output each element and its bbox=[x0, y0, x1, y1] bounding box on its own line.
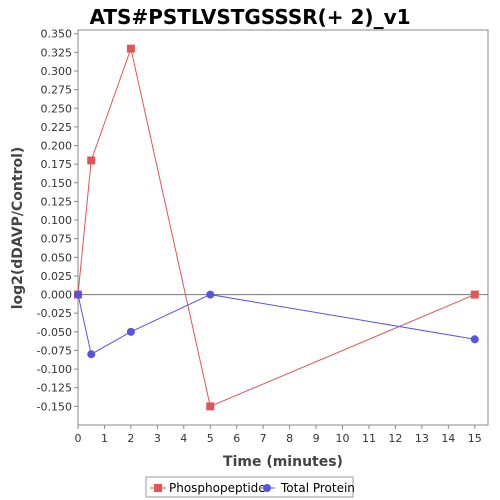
x-tick-label: 11 bbox=[362, 432, 376, 445]
y-tick-label: 0.075 bbox=[41, 233, 73, 246]
y-tick-label: 0.200 bbox=[41, 140, 73, 153]
y-axis: -0.150 -0.125 -0.100 -0.075 -0.050 -0.025 0.00… bbox=[37, 28, 78, 413]
x-tick-label: 13 bbox=[415, 432, 429, 445]
y-tick-label: 0.350 bbox=[41, 28, 73, 41]
x-tick-label: 0 bbox=[75, 432, 82, 445]
data-point-total-protein bbox=[206, 290, 215, 299]
y-tick-label: 0.275 bbox=[41, 84, 73, 97]
x-tick-label: 8 bbox=[286, 432, 293, 445]
y-tick-label: 0.050 bbox=[41, 251, 73, 264]
y-tick-label: 0.325 bbox=[41, 46, 73, 59]
legend-box bbox=[145, 476, 354, 498]
data-point-total-protein bbox=[74, 290, 82, 299]
data-point-total-protein bbox=[470, 335, 479, 344]
data-point-phosphopeptide bbox=[470, 290, 479, 299]
y-tick-label: 0.175 bbox=[41, 158, 73, 171]
y-tick-label: 0.000 bbox=[41, 289, 73, 302]
y-tick-label: 0.300 bbox=[41, 65, 73, 78]
y-tick-label: 0.250 bbox=[41, 102, 73, 115]
x-tick-label: 12 bbox=[388, 432, 402, 445]
x-tick-label: 9 bbox=[313, 432, 320, 445]
y-tick-label: 0.025 bbox=[41, 270, 73, 283]
y-tick-label: -0.150 bbox=[37, 400, 72, 413]
legend-marker-phosphopeptide bbox=[154, 484, 162, 492]
x-tick-label: 14 bbox=[441, 432, 455, 445]
data-point-total-protein bbox=[126, 327, 135, 336]
y-tick-label: -0.025 bbox=[37, 307, 72, 320]
series-markers bbox=[74, 44, 479, 411]
legend: Phosphopeptide Total Protein bbox=[145, 476, 355, 498]
y-tick-label: -0.050 bbox=[37, 326, 72, 339]
x-tick-label: 1 bbox=[101, 432, 108, 445]
x-tick-label: 3 bbox=[154, 432, 161, 445]
x-axis: 0 1 2 3 4 5 6 7 8 9 10 11 12 13 14 15 bbox=[75, 425, 482, 445]
x-tick-label: 5 bbox=[207, 432, 214, 445]
legend-label-total-protein: Total Protein bbox=[280, 481, 355, 495]
y-tick-label: -0.075 bbox=[37, 344, 72, 357]
data-point-phosphopeptide bbox=[206, 402, 215, 411]
data-point-phosphopeptide bbox=[126, 44, 135, 53]
x-tick-label: 4 bbox=[180, 432, 187, 445]
y-tick-label: 0.150 bbox=[41, 177, 73, 190]
chart-title: ATS#PSTLVSTGSSSR(+ 2)_v1 bbox=[89, 5, 410, 29]
plot-area bbox=[77, 29, 489, 426]
legend-label-phosphopeptide: Phosphopeptide bbox=[169, 481, 266, 495]
data-point-phosphopeptide bbox=[87, 156, 96, 165]
x-tick-label: 7 bbox=[260, 432, 267, 445]
y-axis-label: log2(dDAVP/Control) bbox=[10, 147, 26, 310]
x-tick-label: 15 bbox=[468, 432, 482, 445]
y-tick-label: 0.125 bbox=[41, 195, 73, 208]
y-tick-label: -0.125 bbox=[37, 382, 72, 395]
y-tick-label: -0.100 bbox=[37, 363, 72, 376]
y-tick-label: 0.225 bbox=[41, 121, 73, 134]
data-point-total-protein bbox=[87, 350, 96, 359]
legend-marker-total-protein bbox=[263, 484, 271, 492]
y-tick-label: 0.100 bbox=[41, 214, 73, 227]
x-tick-label: 6 bbox=[233, 432, 240, 445]
x-axis-label: Time (minutes) bbox=[223, 454, 343, 470]
x-tick-label: 2 bbox=[127, 432, 134, 445]
x-tick-label: 10 bbox=[336, 432, 350, 445]
